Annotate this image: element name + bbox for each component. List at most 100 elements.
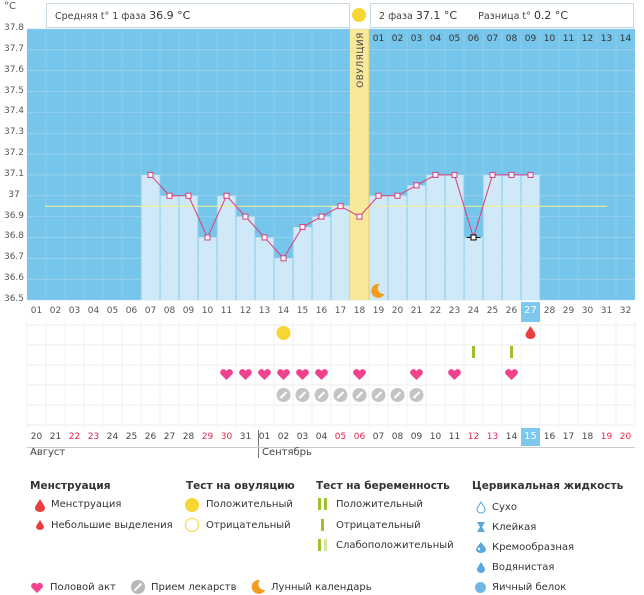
pregnancy-test-marker[interactable]: [472, 346, 475, 358]
temp-point[interactable]: [299, 224, 306, 231]
temp-point[interactable]: [489, 171, 496, 178]
calendar-date-label[interactable]: 10: [429, 432, 442, 442]
cycle-day-label[interactable]: 09: [182, 306, 195, 316]
legend-spotting-item: Небольшие выделения: [51, 520, 173, 531]
calendar-date-label[interactable]: 16: [543, 432, 556, 442]
calendar-date-label[interactable]: 26: [144, 432, 157, 442]
temp-point[interactable]: [356, 213, 363, 220]
calendar-date-label[interactable]: 04: [315, 432, 328, 442]
temp-point[interactable]: [394, 192, 401, 199]
cycle-day-label[interactable]: 12: [239, 306, 252, 316]
calendar-date-label[interactable]: 05: [334, 432, 347, 442]
temp-point[interactable]: [166, 192, 173, 199]
calendar-date-label[interactable]: 23: [87, 432, 100, 442]
temp-point[interactable]: [451, 171, 458, 178]
calendar-date-label[interactable]: 07: [372, 432, 385, 442]
calendar-date-label[interactable]: 15: [521, 428, 540, 446]
temp-point[interactable]: [432, 171, 439, 178]
calendar-date-label[interactable]: 18: [581, 432, 594, 442]
cycle-day-label[interactable]: 23: [448, 306, 461, 316]
cycle-day-label[interactable]: 01: [30, 306, 43, 316]
temp-point[interactable]: [223, 192, 230, 199]
intercourse-heart-marker[interactable]: [220, 369, 233, 380]
cycle-day-label[interactable]: 14: [277, 306, 290, 316]
cycle-day-label[interactable]: 02: [49, 306, 62, 316]
cycle-day-label[interactable]: 31: [600, 306, 613, 316]
cycle-day-label[interactable]: 17: [334, 306, 347, 316]
cycle-day-label[interactable]: 25: [486, 306, 499, 316]
cycle-day-label[interactable]: 18: [353, 306, 366, 316]
temp-point[interactable]: [280, 255, 287, 262]
calendar-date-label[interactable]: 17: [562, 432, 575, 442]
cycle-day-label[interactable]: 10: [201, 306, 214, 316]
calendar-date-label[interactable]: 03: [296, 432, 309, 442]
temp-point[interactable]: [470, 234, 477, 241]
calendar-date-label[interactable]: 19: [600, 432, 613, 442]
calendar-date-label[interactable]: 12: [467, 432, 480, 442]
calendar-date-label[interactable]: 06: [353, 432, 366, 442]
cycle-day-label[interactable]: 22: [429, 306, 442, 316]
cycle-day-label[interactable]: 07: [144, 306, 157, 316]
intercourse-heart-marker[interactable]: [448, 369, 461, 380]
calendar-date-label[interactable]: 02: [277, 432, 290, 442]
calendar-date-label[interactable]: 01: [258, 432, 271, 442]
calendar-date-label[interactable]: 14: [505, 432, 518, 442]
calendar-date-label[interactable]: 30: [220, 432, 233, 442]
intercourse-heart-marker[interactable]: [315, 369, 328, 380]
cycle-day-label[interactable]: 16: [315, 306, 328, 316]
cycle-day-label[interactable]: 30: [581, 306, 594, 316]
calendar-date-label[interactable]: 11: [448, 432, 461, 442]
calendar-date-label[interactable]: 24: [106, 432, 119, 442]
ovulation-test-positive-marker[interactable]: [276, 326, 291, 340]
cycle-day-label[interactable]: 19: [372, 306, 385, 316]
calendar-date-label[interactable]: 20: [30, 432, 43, 442]
calendar-date-label[interactable]: 21: [49, 432, 62, 442]
intercourse-heart-marker[interactable]: [353, 369, 366, 380]
intercourse-heart-marker[interactable]: [296, 369, 309, 380]
cycle-day-label[interactable]: 28: [543, 306, 556, 316]
intercourse-heart-marker[interactable]: [258, 369, 271, 380]
intercourse-heart-marker[interactable]: [505, 369, 518, 380]
temp-point[interactable]: [337, 203, 344, 210]
cycle-day-label[interactable]: 24: [467, 306, 480, 316]
cycle-day-label[interactable]: 05: [106, 306, 119, 316]
cycle-day-label[interactable]: 08: [163, 306, 176, 316]
pregnancy-test-marker[interactable]: [510, 346, 513, 358]
cycle-day-label[interactable]: 03: [68, 306, 81, 316]
temp-point[interactable]: [413, 182, 420, 189]
temp-point[interactable]: [204, 234, 211, 241]
temp-point[interactable]: [147, 171, 154, 178]
calendar-date-label[interactable]: 13: [486, 432, 499, 442]
calendar-date-label[interactable]: 08: [391, 432, 404, 442]
menstruation-marker[interactable]: [525, 326, 536, 339]
calendar-date-label[interactable]: 27: [163, 432, 176, 442]
temp-point[interactable]: [261, 234, 268, 241]
cycle-day-label[interactable]: 04: [87, 306, 100, 316]
cycle-day-label[interactable]: 11: [220, 306, 233, 316]
calendar-date-label[interactable]: 31: [239, 432, 252, 442]
calendar-date-label[interactable]: 29: [201, 432, 214, 442]
cycle-day-label[interactable]: 13: [258, 306, 271, 316]
calendar-date-label[interactable]: 20: [619, 432, 632, 442]
cycle-day-label[interactable]: 32: [619, 306, 632, 316]
calendar-date-label[interactable]: 22: [68, 432, 81, 442]
cycle-day-label[interactable]: 20: [391, 306, 404, 316]
cycle-day-label[interactable]: 27: [521, 302, 540, 322]
cycle-day-label[interactable]: 21: [410, 306, 423, 316]
intercourse-heart-marker[interactable]: [410, 369, 423, 380]
temp-point[interactable]: [508, 171, 515, 178]
temp-point[interactable]: [242, 213, 249, 220]
calendar-date-label[interactable]: 28: [182, 432, 195, 442]
intercourse-heart-marker[interactable]: [277, 369, 290, 380]
temp-point[interactable]: [527, 171, 534, 178]
cycle-day-label[interactable]: 06: [125, 306, 138, 316]
intercourse-heart-marker[interactable]: [239, 369, 252, 380]
temp-point[interactable]: [318, 213, 325, 220]
cycle-day-label[interactable]: 15: [296, 306, 309, 316]
calendar-date-label[interactable]: 25: [125, 432, 138, 442]
calendar-date-label[interactable]: 09: [410, 432, 423, 442]
cycle-day-label[interactable]: 26: [505, 306, 518, 316]
cycle-day-label[interactable]: 29: [562, 306, 575, 316]
temp-point[interactable]: [185, 192, 192, 199]
temp-point[interactable]: [375, 192, 382, 199]
